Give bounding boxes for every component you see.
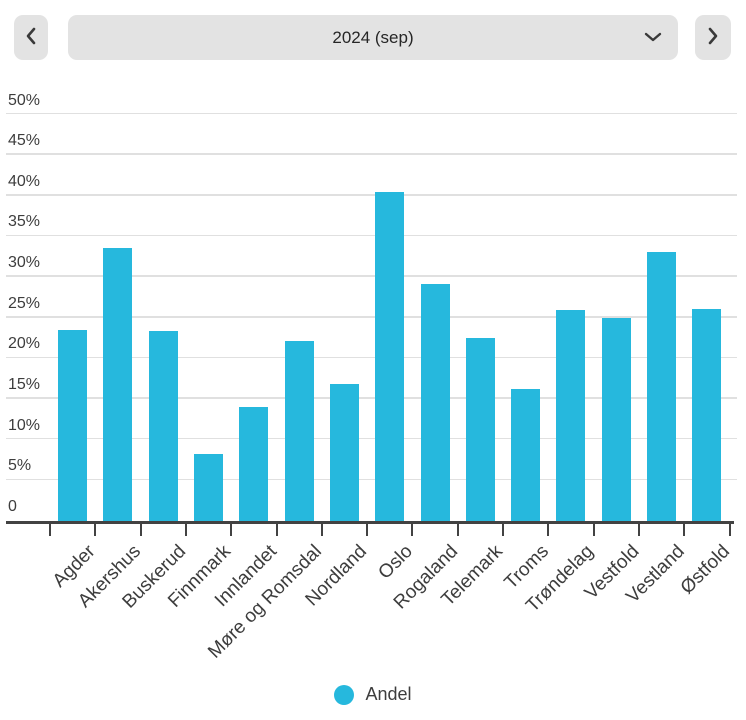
bar-m-re-og-romsdal[interactable] (284, 341, 314, 523)
chevron-left-icon (25, 26, 37, 49)
chevron-right-icon (707, 26, 719, 49)
bar-telemark[interactable] (465, 337, 495, 523)
axis-tick (502, 524, 504, 536)
period-label: 2024 (sep) (332, 27, 414, 47)
axis-tick (184, 524, 187, 536)
y-axis-label: 25% (8, 294, 41, 312)
axis-tick (411, 524, 414, 536)
bar-vestfold[interactable] (601, 317, 631, 523)
axis-tick (94, 524, 97, 536)
gridline (6, 194, 737, 196)
bar-rogaland[interactable] (420, 284, 450, 523)
y-axis-label: 5% (8, 457, 32, 475)
next-period-button[interactable] (695, 15, 731, 60)
bar-buskerud[interactable] (148, 330, 178, 523)
axis-tick (49, 524, 51, 536)
bar-nordland[interactable] (329, 384, 359, 523)
gridline (6, 153, 737, 155)
y-axis-label: 45% (8, 132, 41, 150)
bar-tr-ndelag[interactable] (556, 310, 586, 523)
gridline (6, 437, 737, 440)
legend-item-andel[interactable]: Andel (0, 684, 746, 705)
gridline (6, 356, 737, 359)
axis-tick (683, 524, 686, 536)
chevron-down-icon (643, 28, 663, 48)
y-axis-label: 30% (8, 254, 41, 272)
y-axis-label: 15% (8, 376, 41, 394)
period-dropdown[interactable]: 2024 (sep) (68, 15, 678, 60)
gridline (6, 316, 737, 318)
y-axis-label: 20% (8, 335, 41, 353)
axis-tick (456, 524, 459, 536)
bar-finnmark[interactable] (194, 454, 224, 523)
axis-tick (728, 524, 731, 536)
axis-tick (230, 524, 233, 536)
x-axis-line (6, 520, 734, 524)
prev-period-button[interactable] (14, 15, 48, 60)
bar-innlandet[interactable] (239, 406, 269, 523)
gridline (6, 397, 737, 399)
axis-tick (139, 524, 142, 536)
gridline (6, 478, 737, 481)
axis-tick (547, 524, 550, 536)
bar-akershus[interactable] (103, 248, 133, 523)
bar-vestland[interactable] (647, 251, 677, 523)
axis-tick (320, 524, 323, 536)
gridline (6, 234, 737, 237)
legend-label: Andel (365, 684, 412, 704)
y-axis-label: 10% (8, 416, 41, 434)
y-axis-label: 40% (8, 172, 41, 190)
legend-marker-icon (334, 684, 355, 705)
bar-troms[interactable] (511, 389, 541, 523)
x-axis-label: Østfold (676, 541, 734, 599)
axis-tick (592, 524, 595, 536)
axis-tick (366, 524, 369, 536)
y-axis-label: 35% (8, 213, 41, 231)
axis-tick (275, 524, 278, 536)
gridline (6, 275, 737, 277)
bar-agder[interactable] (58, 329, 88, 523)
bar--stfold[interactable] (692, 309, 722, 523)
y-axis-label: 0 (8, 498, 17, 515)
axis-tick (637, 524, 640, 536)
bar-oslo[interactable] (375, 191, 405, 523)
gridline (6, 112, 737, 115)
y-axis-label: 50% (8, 91, 41, 109)
